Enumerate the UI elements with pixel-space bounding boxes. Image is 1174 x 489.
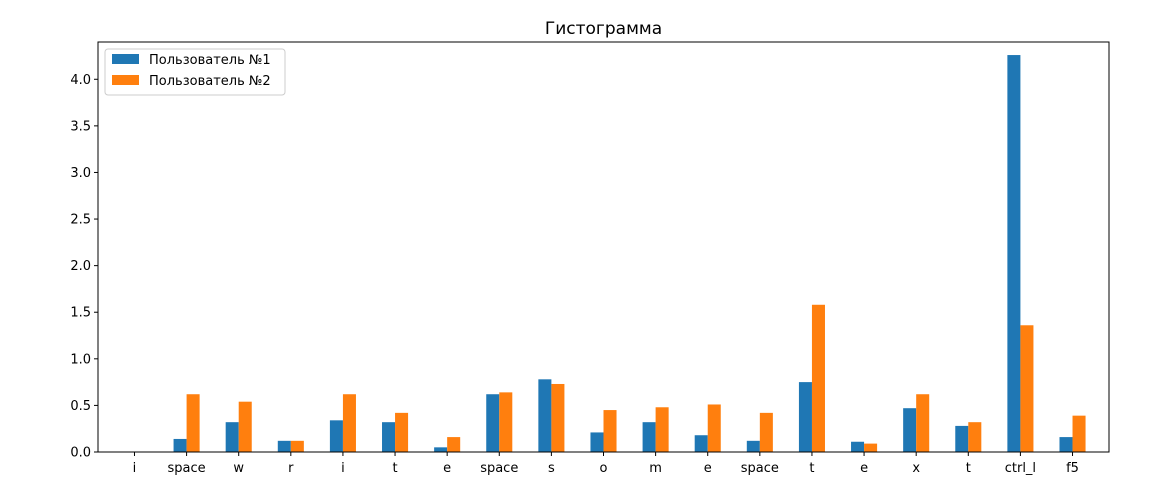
y-tick-label: 4.0	[70, 73, 91, 88]
bar	[603, 410, 617, 452]
legend-swatch	[112, 75, 139, 85]
y-tick-label: 2.0	[70, 259, 91, 274]
bar	[707, 404, 721, 452]
bar	[916, 394, 930, 452]
bar	[499, 392, 513, 452]
bar	[811, 304, 825, 452]
bar	[759, 412, 773, 452]
bar	[903, 408, 917, 452]
bar	[186, 394, 200, 452]
x-tick-label: r	[288, 461, 294, 476]
bar	[1007, 55, 1021, 453]
y-tick-label: 3.5	[70, 119, 91, 134]
legend-label: Пользователь №2	[149, 74, 271, 89]
x-tick-label: e	[704, 461, 712, 476]
bar	[1072, 415, 1086, 452]
bar	[746, 440, 760, 452]
bar	[434, 447, 448, 452]
x-axis: i space w r i t e space s o m e space t e x t ctrl_l f5	[133, 452, 1079, 476]
bar	[395, 412, 409, 452]
bar	[238, 401, 252, 452]
y-axis: 0.0 0.5 1.0 1.5 2.0 2.5 3.0 3.5 4.0	[70, 73, 98, 461]
bar	[1059, 437, 1073, 452]
bar	[1020, 325, 1034, 452]
y-tick-label: 0.5	[70, 399, 91, 414]
y-tick-label: 3.0	[70, 166, 91, 181]
legend-box	[104, 48, 286, 96]
x-tick-label: t	[809, 461, 814, 476]
x-tick-label: i	[133, 461, 137, 476]
bar	[329, 420, 343, 452]
bar	[955, 425, 969, 452]
x-tick-label: s	[548, 461, 555, 476]
x-tick-label: o	[600, 461, 608, 476]
plot-frame	[97, 41, 1110, 453]
bar	[968, 422, 982, 452]
x-tick-label: t	[392, 461, 397, 476]
bar	[486, 394, 500, 452]
bar	[694, 435, 708, 452]
bar	[290, 440, 304, 452]
x-tick-label: space	[480, 461, 518, 476]
bar	[382, 422, 396, 452]
x-tick-label: ctrl_l	[1005, 461, 1036, 476]
bar	[225, 422, 239, 452]
legend: Пользователь №1 Пользователь №2	[104, 48, 286, 96]
bar	[590, 432, 604, 452]
y-tick-label: 0.0	[70, 446, 91, 461]
y-tick-label: 2.5	[70, 213, 91, 228]
x-tick-label: m	[649, 461, 662, 476]
bar	[798, 382, 812, 452]
x-tick-label: space	[168, 461, 206, 476]
bars-layer	[173, 55, 1086, 453]
legend-swatch	[112, 54, 139, 64]
bar	[851, 441, 865, 452]
bar	[342, 394, 356, 452]
x-tick-label: e	[860, 461, 868, 476]
chart-title: Гистограмма	[545, 19, 662, 39]
x-tick-label: f5	[1066, 461, 1079, 476]
bar	[538, 379, 552, 452]
y-tick-label: 1.5	[70, 306, 91, 321]
x-tick-label: e	[443, 461, 451, 476]
x-tick-label: space	[741, 461, 779, 476]
bar	[277, 440, 291, 452]
bar	[173, 438, 187, 452]
x-tick-label: t	[966, 461, 971, 476]
x-tick-label: i	[341, 461, 345, 476]
x-tick-label: w	[233, 461, 244, 476]
bar	[642, 422, 656, 452]
bar	[864, 443, 878, 452]
bar	[655, 407, 669, 452]
y-tick-label: 1.0	[70, 352, 91, 367]
bar	[551, 383, 565, 452]
legend-label: Пользователь №1	[149, 53, 271, 68]
bar	[447, 437, 461, 452]
x-tick-label: x	[912, 461, 920, 476]
